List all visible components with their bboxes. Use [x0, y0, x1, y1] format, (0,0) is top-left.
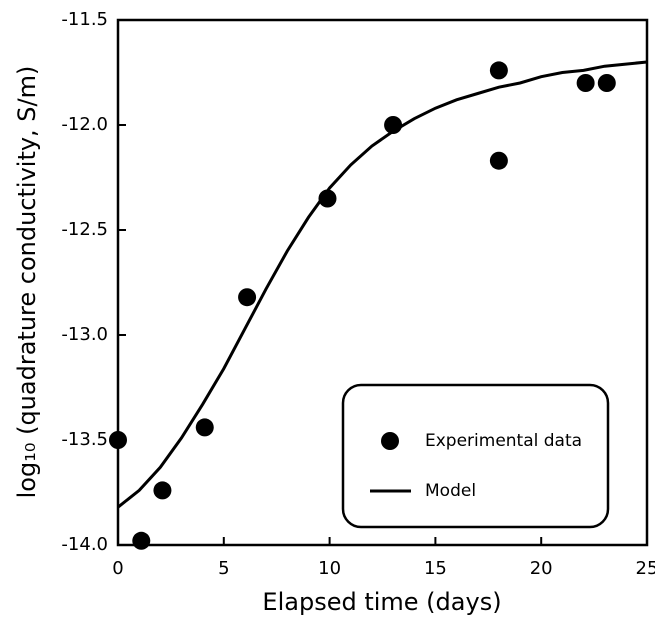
x-tick-label: 15 [424, 558, 447, 579]
x-tick-label: 10 [318, 558, 341, 579]
data-point [489, 61, 508, 80]
y-tick-label: -12.0 [61, 114, 108, 135]
legend-marker [381, 432, 399, 450]
y-axis-title: log₁₀ (quadrature conductivity, S/m) [13, 66, 41, 499]
y-tick-label: -13.5 [61, 429, 108, 450]
legend-label: Experimental data [425, 431, 582, 451]
data-point [489, 151, 508, 170]
x-tick-label: 25 [636, 558, 655, 579]
legend-box [341, 383, 610, 529]
x-axis-title: Elapsed time (days) [262, 588, 501, 616]
plot-frame [116, 18, 649, 547]
data-point [195, 418, 214, 437]
data-point [318, 189, 337, 208]
data-point [576, 74, 595, 92]
y-tick-label: -12.5 [61, 219, 108, 240]
legend-label: Model [425, 481, 476, 501]
y-tick-label: -14.0 [61, 534, 108, 555]
y-tick-label: -13.0 [61, 324, 108, 345]
data-point [597, 74, 616, 92]
x-tick-label: 20 [530, 558, 553, 579]
x-tick-label: 0 [112, 558, 123, 579]
x-tick-label: 5 [218, 558, 229, 579]
data-point [153, 481, 172, 500]
data-point [238, 288, 257, 307]
y-tick-label: -11.5 [61, 9, 108, 30]
model-line [117, 60, 648, 509]
data-point [132, 531, 151, 550]
